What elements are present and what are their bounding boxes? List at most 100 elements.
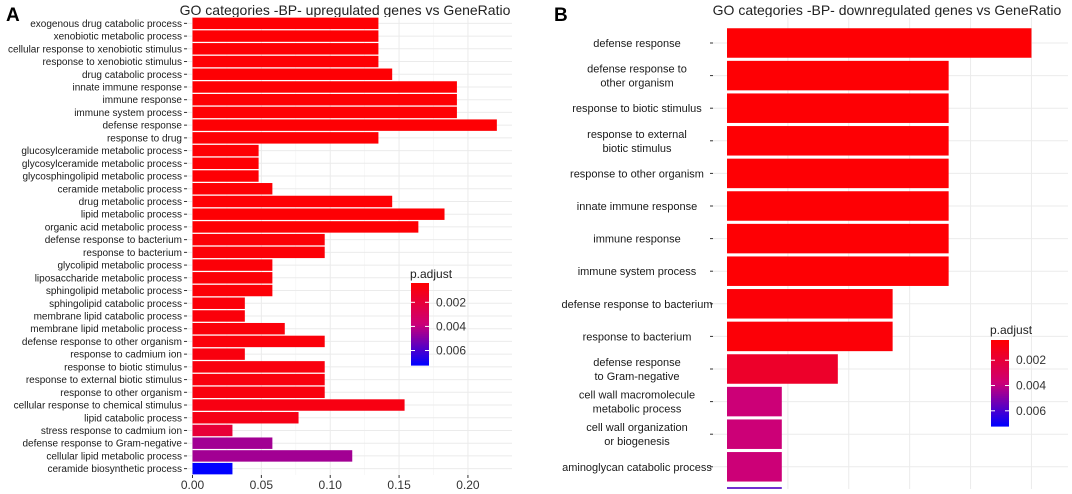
legend-gradient-step <box>991 389 1009 393</box>
y-tick-label: response to external biotic stimulus <box>26 375 182 386</box>
y-tick-label: response to biotic stimulus <box>572 103 702 115</box>
bar <box>192 297 245 309</box>
y-tick-label: exogenous drug catabolic process <box>30 19 182 30</box>
bar <box>192 55 379 68</box>
bar <box>192 412 299 424</box>
legend-title-b: p.adjust <box>990 323 1033 337</box>
y-tick-label: response to biotic stimulus <box>64 362 182 373</box>
y-tick-label: biotic stimulus <box>602 143 672 155</box>
legend-gradient-step <box>411 344 429 348</box>
bar <box>192 259 273 271</box>
x-tick-label: 0.15 <box>387 478 411 489</box>
y-tick-label: other organism <box>600 78 673 90</box>
y-tick-label: cellular lipid metabolic process <box>46 451 182 462</box>
y-tick-label: defense response to bacterium <box>561 299 712 311</box>
y-tick-label: cell wall organization <box>586 422 688 434</box>
legend-gradient-step <box>991 372 1009 375</box>
bar <box>192 208 445 220</box>
legend-gradient-step <box>411 342 429 346</box>
legend-gradient-step <box>991 367 1009 371</box>
y-tick-label: glucosylceramide metabolic process <box>21 146 182 157</box>
y-tick-label: aminoglycan catabolic process <box>562 462 712 474</box>
x-tick-label: 0.10 <box>319 478 343 489</box>
legend-gradient-step <box>991 383 1009 386</box>
legend-title-a: p.adjust <box>410 267 453 281</box>
y-tick-label: innate immune response <box>72 82 182 93</box>
legend-b: p.adjust 0.002 0.004 0.006 <box>990 323 1046 427</box>
bar <box>192 284 273 297</box>
y-tick-label: immune system process <box>74 108 182 119</box>
bar <box>727 386 782 417</box>
legend-gradient-step <box>991 385 1009 388</box>
legend-gradient-step <box>411 291 429 294</box>
bar <box>727 126 949 156</box>
legend-gradient-step <box>411 315 429 319</box>
legend-gradient-step <box>991 357 1009 360</box>
legend-gradient-step <box>411 309 429 313</box>
y-tick-label: or biogenesis <box>604 436 670 448</box>
bar <box>192 310 245 322</box>
legend-gradient-step <box>411 317 429 321</box>
y-tick-label: defense response to <box>587 64 687 76</box>
y-tick-label: immune response <box>103 95 183 106</box>
bar <box>192 30 379 42</box>
legend-gradient-step <box>411 305 429 309</box>
y-tick-label: cellular response to xenobiotic stimulus <box>8 44 182 55</box>
y-tick-label: glycolipid metabolic process <box>57 261 182 272</box>
y-tick-label: response to bacterium <box>583 331 692 343</box>
bar <box>192 386 325 399</box>
legend-gradient-step <box>411 340 429 344</box>
legend-a: p.adjust 0.002 0.004 0.006 <box>410 267 466 366</box>
chart-title-a: GO categories -BP- upregulated genes vs … <box>180 2 511 18</box>
y-tick-label: defense response <box>593 38 680 50</box>
bar <box>192 43 379 55</box>
panel-label-b: B <box>554 5 568 26</box>
y-tick-label: lipid catabolic process <box>84 413 182 424</box>
y-tick-label: sphingolipid metabolic process <box>46 286 182 297</box>
y-tick-label: ceramide metabolic process <box>58 184 183 195</box>
y-tick-label: glycosylceramide metabolic process <box>22 159 182 170</box>
bar <box>192 361 325 373</box>
bar <box>192 17 379 30</box>
legend-gradient-step <box>991 370 1009 373</box>
y-tick-label: stress response to cadmium ion <box>41 426 182 437</box>
legend-gradient-step <box>411 348 429 352</box>
legend-gradient-step <box>991 413 1009 416</box>
bar <box>727 321 893 352</box>
legend-gradient-step <box>991 359 1009 363</box>
bar <box>192 272 273 284</box>
bar <box>192 348 245 360</box>
legend-gradient-step <box>991 410 1009 414</box>
legend-gradient-step <box>411 336 429 339</box>
chart-title-b: GO categories -BP- downregulated genes v… <box>713 2 1062 18</box>
legend-gradient-step <box>411 307 429 311</box>
y-tick-label: defense response to Gram-negative <box>22 439 182 450</box>
legend-gradient-step <box>411 295 429 298</box>
legend-gradient-step <box>411 324 429 327</box>
legend-gradient-step <box>411 285 429 288</box>
legend-gradient-step <box>411 303 429 307</box>
legend-gradient-step <box>991 355 1009 358</box>
y-tick-label: response to cadmium ion <box>70 350 182 361</box>
bar <box>192 93 457 106</box>
legend-gradient-step <box>991 344 1009 348</box>
legend-tick-label: 0.002 <box>436 295 466 309</box>
bar <box>192 233 325 246</box>
panel-label-a: A <box>6 5 20 26</box>
legend-gradient-step <box>411 297 429 300</box>
bar <box>192 335 325 348</box>
legend-gradient-step <box>991 398 1009 401</box>
bar <box>192 437 273 449</box>
y-tick-label: defense response to bacterium <box>45 235 182 246</box>
legend-gradient-step <box>411 301 429 305</box>
legend-gradient-step <box>411 326 429 329</box>
legend-gradient-step <box>411 330 429 333</box>
legend-gradient-step <box>991 391 1009 395</box>
bar <box>192 450 353 462</box>
legend-gradient-step <box>411 332 429 335</box>
bar <box>192 399 405 411</box>
legend-gradient-step <box>411 362 429 366</box>
legend-gradient-step <box>411 334 429 337</box>
legend-gradient-step <box>411 311 429 315</box>
